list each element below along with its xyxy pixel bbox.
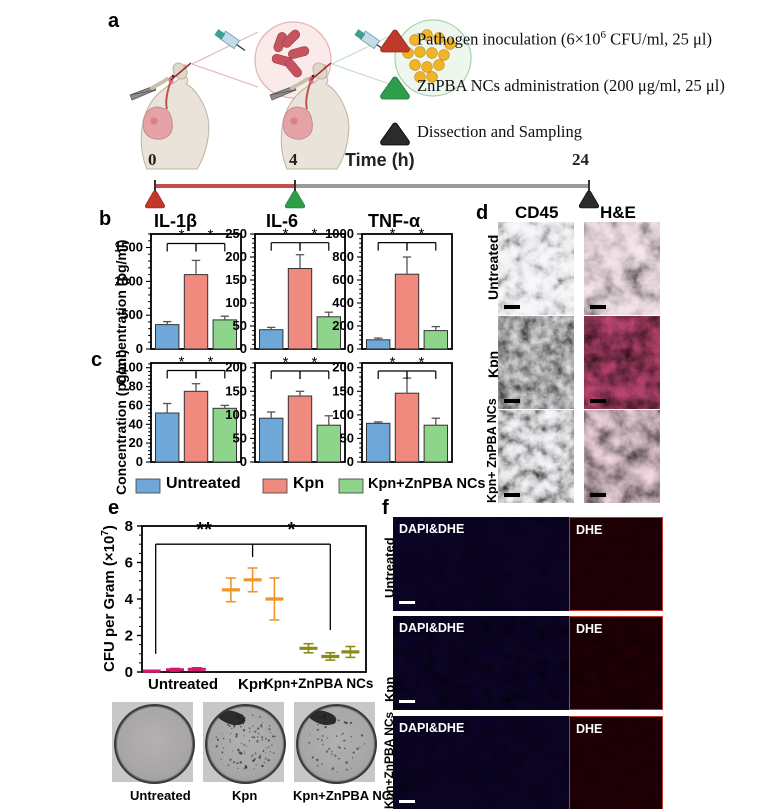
svg-text:400: 400 xyxy=(332,295,354,310)
svg-text:*: * xyxy=(418,226,424,243)
svg-text:4: 4 xyxy=(125,591,134,608)
svg-text:*: * xyxy=(390,226,396,243)
svg-text:6: 6 xyxy=(125,555,133,572)
svg-text:8: 8 xyxy=(125,518,133,535)
svg-text:40: 40 xyxy=(129,416,143,431)
svg-text:60: 60 xyxy=(129,397,143,412)
svg-text:50: 50 xyxy=(233,318,247,333)
svg-text:150: 150 xyxy=(332,383,354,398)
svg-text:50: 50 xyxy=(340,430,354,445)
svg-text:100: 100 xyxy=(225,295,247,310)
svg-text:100: 100 xyxy=(121,360,143,375)
svg-text:20: 20 xyxy=(129,435,143,450)
svg-text:100: 100 xyxy=(225,407,247,422)
svg-text:0: 0 xyxy=(347,341,354,356)
svg-text:**: ** xyxy=(196,519,212,541)
svg-text:1000: 1000 xyxy=(325,226,354,241)
svg-text:*: * xyxy=(179,354,185,371)
svg-text:150: 150 xyxy=(225,383,247,398)
svg-text:0: 0 xyxy=(125,664,133,681)
svg-text:*: * xyxy=(283,226,289,243)
svg-text:200: 200 xyxy=(332,360,354,375)
svg-text:0: 0 xyxy=(240,341,247,356)
svg-text:250: 250 xyxy=(225,226,247,241)
svg-text:200: 200 xyxy=(332,318,354,333)
svg-text:0: 0 xyxy=(136,454,143,469)
svg-text:0: 0 xyxy=(240,454,247,469)
svg-text:*: * xyxy=(390,354,396,371)
svg-text:200: 200 xyxy=(225,249,247,264)
svg-text:0: 0 xyxy=(136,341,143,356)
svg-text:*: * xyxy=(418,354,424,371)
svg-text:1000: 1000 xyxy=(114,273,143,288)
svg-text:100: 100 xyxy=(332,407,354,422)
svg-text:0: 0 xyxy=(347,454,354,469)
svg-text:*: * xyxy=(283,354,289,371)
svg-text:80: 80 xyxy=(129,379,143,394)
svg-text:500: 500 xyxy=(121,307,143,322)
svg-text:*: * xyxy=(179,227,185,244)
svg-text:2: 2 xyxy=(125,628,133,645)
svg-text:*: * xyxy=(288,519,296,541)
svg-text:1500: 1500 xyxy=(114,240,143,255)
svg-text:200: 200 xyxy=(225,360,247,375)
svg-text:600: 600 xyxy=(332,272,354,287)
svg-text:150: 150 xyxy=(225,272,247,287)
svg-text:50: 50 xyxy=(233,430,247,445)
svg-text:800: 800 xyxy=(332,249,354,264)
